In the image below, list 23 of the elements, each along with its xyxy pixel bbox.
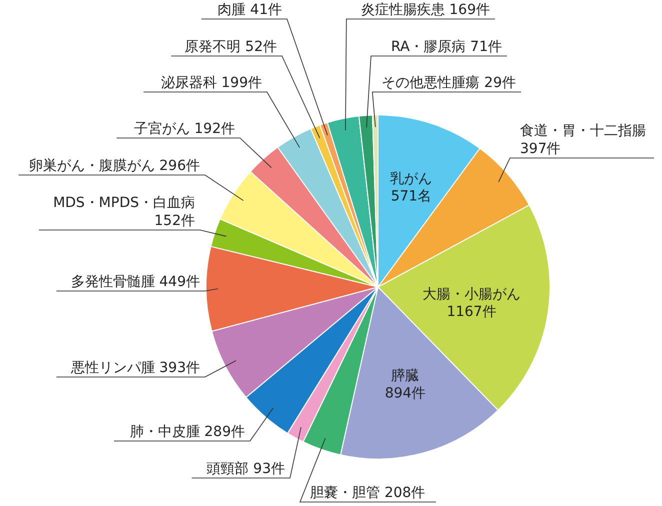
slice-label: 頭頸部 93件 xyxy=(206,461,285,477)
data-label: 571名 xyxy=(390,188,432,204)
slice-label: MDS・MPDS・白血病 xyxy=(53,195,195,211)
slice-label: 子宮がん 192件 xyxy=(134,121,235,137)
slice-label: 胆嚢・胆管 208件 xyxy=(310,485,426,501)
slice-label: 肺・中皮腫 289件 xyxy=(130,424,245,440)
slice-label: 乳がん xyxy=(390,170,432,187)
slice-label: 食道・胃・十二指腸 xyxy=(520,123,646,139)
slice-label: 大腸・小腸がん xyxy=(422,286,521,302)
slice-label: その他悪性腫瘍 29件 xyxy=(382,75,516,91)
slice-label: 多発性骨髄腫 449件 xyxy=(70,274,200,290)
slice-label: 膵臓 xyxy=(391,368,420,384)
slice-label: 悪性リンパ腫 393件 xyxy=(70,360,200,376)
data-label: 397件 xyxy=(520,141,561,157)
data-label: 152件 xyxy=(154,213,195,229)
slice-label: 卵巣がん・腹膜がん 296件 xyxy=(28,158,200,174)
slice-label: RA・膠原病 71件 xyxy=(390,39,502,55)
slice-label: 泌尿器科 199件 xyxy=(160,75,262,91)
data-label: 894件 xyxy=(384,386,426,402)
data-label: 1167件 xyxy=(446,304,496,320)
slice-label: 肉腫 41件 xyxy=(218,2,282,18)
slice-label: 原発不明 52件 xyxy=(184,39,277,55)
slice-label: 炎症性腸疾患 169件 xyxy=(360,2,490,18)
